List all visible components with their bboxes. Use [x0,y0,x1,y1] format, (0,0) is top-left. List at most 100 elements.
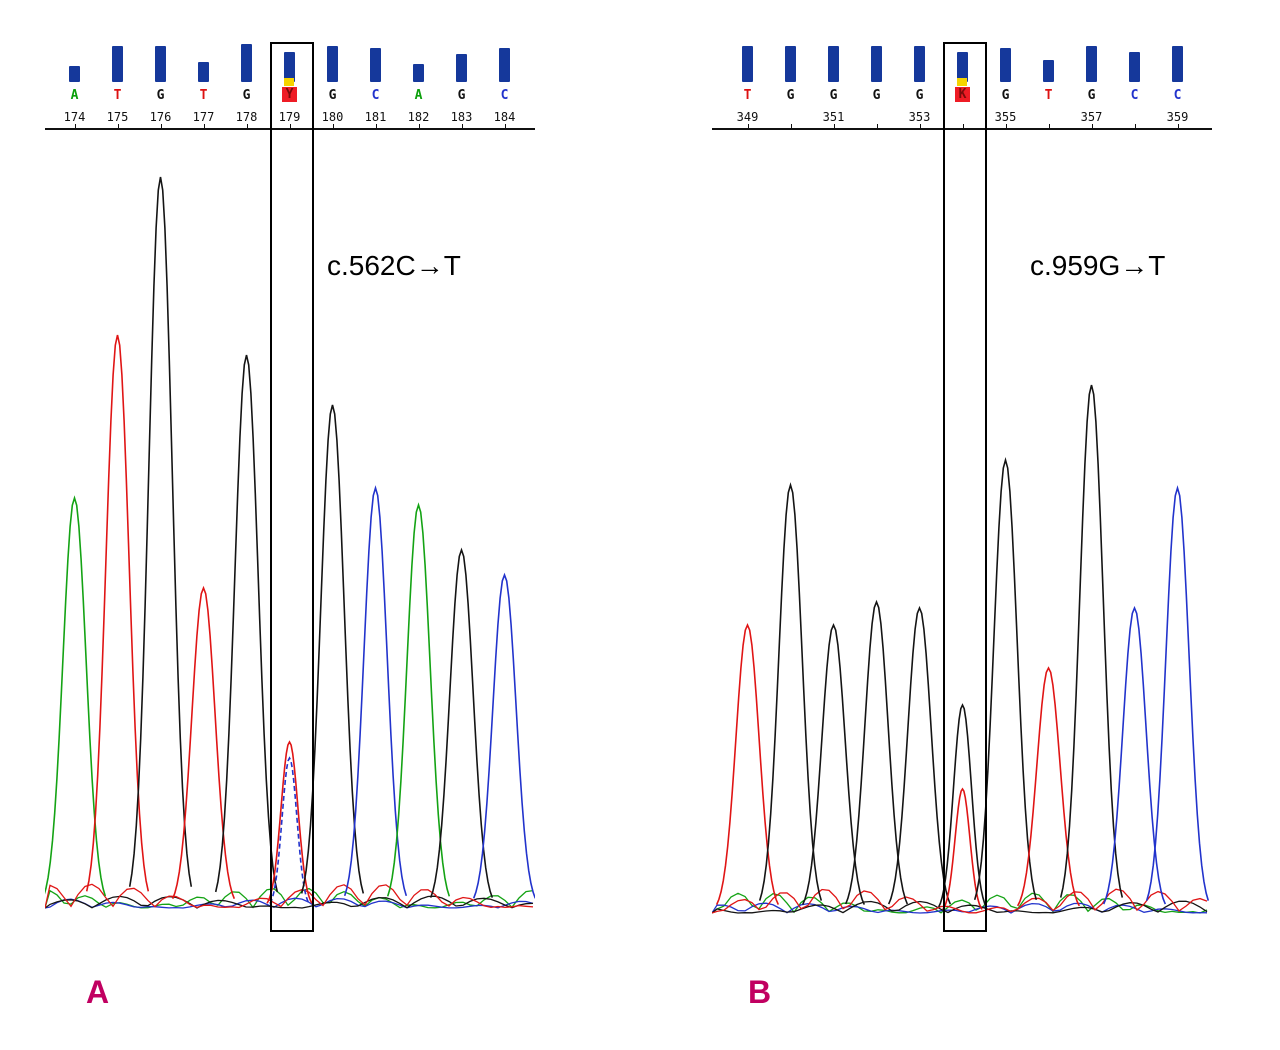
base-call: G [1001,88,1010,103]
noise-trace-G [45,895,534,909]
quality-bar [871,46,882,82]
position-number: 359 [1166,110,1189,124]
ruler-tick [833,124,835,128]
noise-trace-A [712,892,1208,914]
peak-G [1059,384,1124,898]
peak-T [171,585,236,899]
peak-C [343,485,408,897]
position-number: 355 [994,110,1017,124]
chromatogram-trace [712,384,1210,914]
noise-trace-C [712,902,1208,914]
quality-bar [1129,52,1140,82]
position-number: 357 [1080,110,1103,124]
peak-T [1016,666,1081,907]
low-quality-cap [957,78,967,86]
peak-C [1102,605,1167,905]
peak-T [715,622,780,905]
peak-A [45,495,107,897]
peak-G [214,354,279,893]
quality-bar [1086,46,1097,82]
quality-bar [456,54,467,82]
peak-C [472,572,535,899]
ruler-tick [1005,124,1007,128]
peak-G [937,703,988,908]
ruler-tick [418,124,420,128]
base-call: C [500,88,509,103]
base-call: A [70,88,79,103]
ruler-tick [876,124,878,128]
position-number: 351 [822,110,845,124]
quality-bar [1043,60,1054,82]
base-call: G [786,88,795,103]
ruler-tick [246,124,248,128]
quality-bar [155,46,166,82]
quality-bar [742,46,753,82]
ruler-tick [160,124,162,128]
position-ruler: 349 351 353 355 357 359 [712,108,1212,130]
peak-T [266,740,313,904]
ruler-tick [332,124,334,128]
base-call: G [915,88,924,103]
position-number: 175 [106,110,129,124]
panel-label-b: B [748,974,772,1010]
ruler-tick [1134,124,1136,128]
variant-highlight-box [942,42,987,932]
position-number: 177 [192,110,215,124]
peak-G [758,482,823,901]
variant-annotation: c.959G→T [1030,250,1166,281]
quality-bar [1172,46,1183,82]
peak-G [844,599,909,905]
quality-bar [957,52,968,82]
quality-bar [69,66,80,82]
peak-G [429,547,494,898]
quality-bar [327,46,338,82]
peak-G [801,622,866,905]
quality-bars-row [45,40,535,86]
base-call: T [199,88,208,103]
quality-bar [112,46,123,82]
peak-C [1145,485,1210,901]
ruler-tick [1091,124,1093,128]
ruler-tick [461,124,463,128]
chromatogram-panel-b: T G G G G K G T G C C 349 351 353 355 357 359 c.959G→T [712,40,1212,940]
position-ruler: 174 175 176 177 178 179 180 181 182 183 184 [45,108,535,130]
ruler-tick [962,124,964,128]
quality-bar [828,46,839,82]
position-number: 182 [407,110,430,124]
quality-bar [241,44,252,82]
base-call: A [414,88,423,103]
ruler-tick [790,124,792,128]
position-number: 349 [736,110,759,124]
quality-bar [284,52,295,82]
peak-T [85,334,150,892]
noise-trace-T [45,883,534,909]
ruler-tick [919,124,921,128]
peak-G [887,605,952,905]
quality-bar [785,46,796,82]
base-call: G [156,88,165,103]
base-call: C [371,88,380,103]
quality-bars-row [712,40,1212,86]
panel-label-a: A [86,974,110,1010]
base-call: G [328,88,337,103]
position-number: 179 [278,110,301,124]
chromatogram-trace [45,176,535,909]
base-call: G [242,88,251,103]
position-number: 184 [493,110,516,124]
ruler-tick [375,124,377,128]
ruler-tick [1048,124,1050,128]
quality-bar [198,62,209,82]
base-call: T [1044,88,1053,103]
quality-bar [914,46,925,82]
position-number: 178 [235,110,258,124]
ruler-tick [747,124,749,128]
quality-bar [413,64,424,82]
peak-A [386,502,451,897]
position-number: 174 [63,110,86,124]
noise-trace-G [712,900,1208,914]
ruler-tick [74,124,76,128]
position-number: 183 [450,110,473,124]
peak-C [269,756,310,904]
ruler-tick [1177,124,1179,128]
